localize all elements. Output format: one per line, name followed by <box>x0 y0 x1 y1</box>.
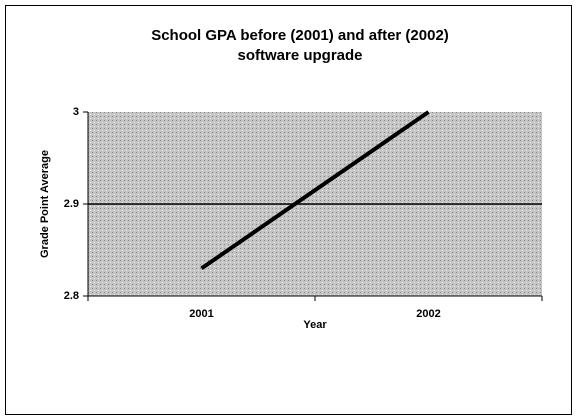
x-axis-title: Year <box>303 319 327 331</box>
series-line <box>200 110 430 271</box>
x-tick-label: 2001 <box>189 308 213 320</box>
y-axis-title: Grade Point Average <box>39 150 51 258</box>
y-tick-label: 2.8 <box>64 290 79 302</box>
y-tick-label: 2.9 <box>64 198 79 210</box>
x-tick-label: 2002 <box>416 308 440 320</box>
y-tick-label: 3 <box>73 106 79 118</box>
chart-title: software upgrade <box>237 47 362 64</box>
chart-title: School GPA before (2001) and after (2002… <box>151 27 449 44</box>
